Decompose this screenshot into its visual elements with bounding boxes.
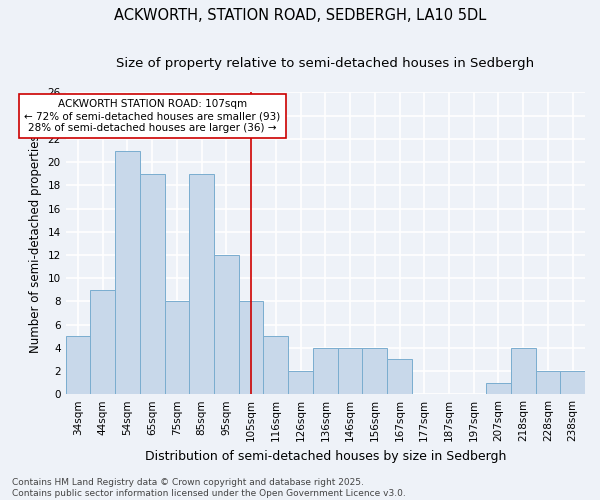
Bar (511, 348, 536, 394)
Bar (387, 360, 412, 394)
Bar (189, 174, 214, 394)
Bar (214, 255, 239, 394)
Bar (263, 336, 288, 394)
Bar (313, 348, 338, 394)
Bar (115, 150, 140, 394)
Bar (65, 336, 91, 394)
Text: Contains HM Land Registry data © Crown copyright and database right 2025.
Contai: Contains HM Land Registry data © Crown c… (12, 478, 406, 498)
X-axis label: Distribution of semi-detached houses by size in Sedbergh: Distribution of semi-detached houses by … (145, 450, 506, 462)
Bar (239, 302, 263, 394)
Text: ACKWORTH, STATION ROAD, SEDBERGH, LA10 5DL: ACKWORTH, STATION ROAD, SEDBERGH, LA10 5… (114, 8, 486, 22)
Bar (288, 371, 313, 394)
Bar (338, 348, 362, 394)
Bar (140, 174, 164, 394)
Bar (560, 371, 585, 394)
Bar (486, 382, 511, 394)
Bar (362, 348, 387, 394)
Bar (164, 302, 189, 394)
Y-axis label: Number of semi-detached properties: Number of semi-detached properties (29, 134, 42, 352)
Bar (91, 290, 115, 394)
Title: Size of property relative to semi-detached houses in Sedbergh: Size of property relative to semi-detach… (116, 58, 535, 70)
Bar (536, 371, 560, 394)
Text: ACKWORTH STATION ROAD: 107sqm
← 72% of semi-detached houses are smaller (93)
28%: ACKWORTH STATION ROAD: 107sqm ← 72% of s… (24, 100, 280, 132)
